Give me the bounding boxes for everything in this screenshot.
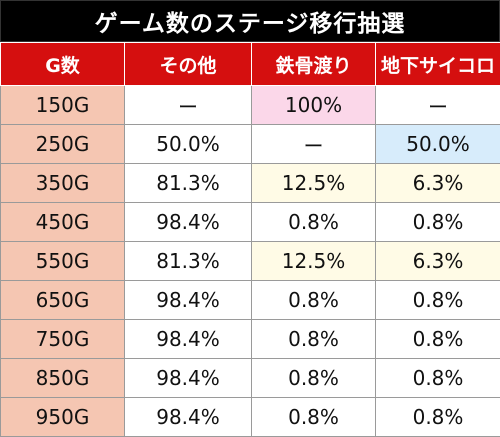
chika-cell: 0.8% [376, 398, 500, 437]
table-row: 650G 98.4% 0.8% 0.8% [1, 281, 500, 320]
tekkotsu-cell: 0.8% [252, 320, 376, 359]
chika-cell: 6.3% [376, 242, 500, 281]
table-row: 150G ー 100% ー [1, 86, 500, 125]
g-count-cell: 750G [1, 320, 125, 359]
tekkotsu-cell: ー [252, 125, 376, 164]
other-cell: 81.3% [125, 164, 252, 203]
other-cell: 98.4% [125, 320, 252, 359]
other-cell: 98.4% [125, 203, 252, 242]
other-cell: 98.4% [125, 281, 252, 320]
g-count-cell: 550G [1, 242, 125, 281]
g-count-cell: 450G [1, 203, 125, 242]
other-cell: 98.4% [125, 359, 252, 398]
g-count-cell: 850G [1, 359, 125, 398]
chika-cell: 0.8% [376, 359, 500, 398]
g-count-cell: 950G [1, 398, 125, 437]
g-count-cell: 350G [1, 164, 125, 203]
tekkotsu-cell: 12.5% [252, 164, 376, 203]
chika-cell: 0.8% [376, 320, 500, 359]
table-row: 750G 98.4% 0.8% 0.8% [1, 320, 500, 359]
chika-cell: 0.8% [376, 281, 500, 320]
chika-cell: ー [376, 86, 500, 125]
table-title: ゲーム数のステージ移行抽選 [0, 0, 500, 42]
table-row: 550G 81.3% 12.5% 6.3% [1, 242, 500, 281]
other-cell: 81.3% [125, 242, 252, 281]
tekkotsu-cell: 0.8% [252, 203, 376, 242]
tekkotsu-cell: 12.5% [252, 242, 376, 281]
header-tekkotsu: 鉄骨渡り [252, 43, 376, 86]
chika-cell: 50.0% [376, 125, 500, 164]
chika-cell: 0.8% [376, 203, 500, 242]
table-row: 350G 81.3% 12.5% 6.3% [1, 164, 500, 203]
other-cell: 50.0% [125, 125, 252, 164]
other-cell: ー [125, 86, 252, 125]
header-g-count: G数 [1, 43, 125, 86]
table-row: 250G 50.0% ー 50.0% [1, 125, 500, 164]
other-cell: 98.4% [125, 398, 252, 437]
table-row: 450G 98.4% 0.8% 0.8% [1, 203, 500, 242]
chika-cell: 6.3% [376, 164, 500, 203]
stage-transition-table: G数 その他 鉄骨渡り 地下サイコロ 150G ー 100% ー 250G 50… [0, 42, 500, 437]
header-row: G数 その他 鉄骨渡り 地下サイコロ [1, 43, 500, 86]
tekkotsu-cell: 0.8% [252, 398, 376, 437]
g-count-cell: 650G [1, 281, 125, 320]
tekkotsu-cell: 100% [252, 86, 376, 125]
g-count-cell: 250G [1, 125, 125, 164]
tekkotsu-cell: 0.8% [252, 281, 376, 320]
header-other: その他 [125, 43, 252, 86]
tekkotsu-cell: 0.8% [252, 359, 376, 398]
table-row: 850G 98.4% 0.8% 0.8% [1, 359, 500, 398]
g-count-cell: 150G [1, 86, 125, 125]
table-row: 950G 98.4% 0.8% 0.8% [1, 398, 500, 437]
header-chika-saikoro: 地下サイコロ [376, 43, 500, 86]
